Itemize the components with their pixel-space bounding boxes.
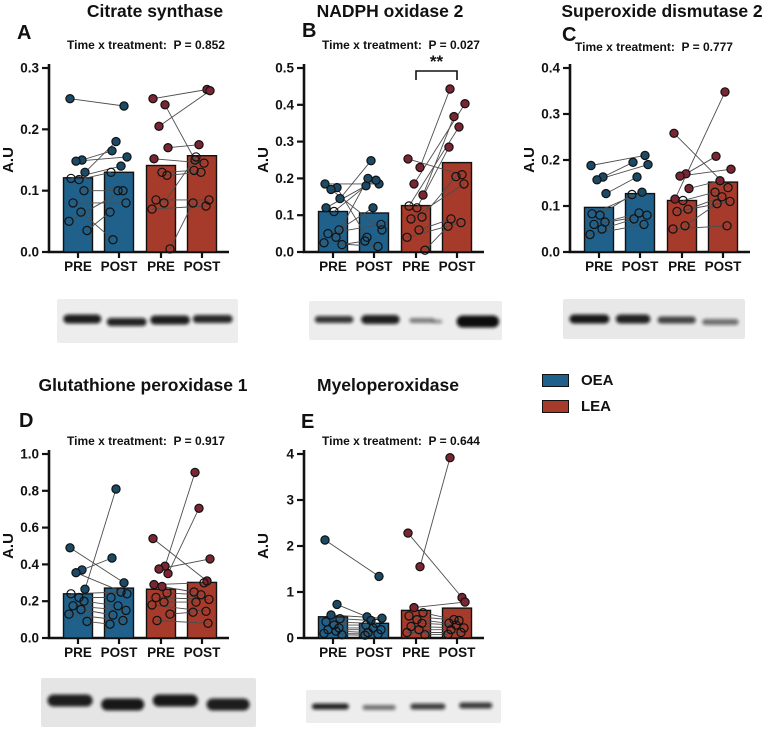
svg-text:POST: POST bbox=[184, 645, 222, 660]
svg-text:PRE: PRE bbox=[147, 645, 175, 660]
svg-text:0.8: 0.8 bbox=[20, 483, 39, 498]
svg-text:0.0: 0.0 bbox=[20, 631, 39, 646]
western-blot-glutathione-peroxidase bbox=[41, 678, 256, 727]
svg-text:A.U: A.U bbox=[255, 533, 272, 559]
svg-text:0.2: 0.2 bbox=[275, 171, 294, 186]
svg-text:0.2: 0.2 bbox=[20, 594, 39, 609]
svg-text:POST: POST bbox=[101, 259, 139, 274]
svg-text:**: ** bbox=[430, 52, 444, 71]
western-blot-nadph-oxidase-2 bbox=[309, 301, 502, 340]
panel-e-title: Myeloperoxidase bbox=[263, 375, 513, 396]
svg-text:0.0: 0.0 bbox=[275, 245, 294, 260]
svg-text:0.1: 0.1 bbox=[20, 183, 39, 198]
svg-text:0.3: 0.3 bbox=[275, 134, 294, 149]
svg-text:A.U: A.U bbox=[0, 533, 17, 559]
panel-c-title: Superoxide dismutase 2 bbox=[552, 1, 764, 22]
svg-text:0.6: 0.6 bbox=[20, 520, 39, 535]
svg-text:A.U: A.U bbox=[521, 147, 538, 173]
legend: OEA LEA bbox=[542, 372, 614, 415]
svg-text:POST: POST bbox=[184, 259, 222, 274]
svg-text:2: 2 bbox=[286, 539, 294, 554]
svg-text:0.1: 0.1 bbox=[275, 208, 294, 223]
svg-text:PRE: PRE bbox=[147, 259, 175, 274]
svg-text:A.U: A.U bbox=[255, 147, 272, 173]
panel-a-chart: 0.0 0.1 0.2 0.3 PRE POST PRE POST A.U bbox=[0, 47, 256, 285]
svg-text:PRE: PRE bbox=[319, 259, 347, 274]
panel-b-chart: 0.0 0.1 0.2 0.3 0.4 0.5 PRE POST PRE POST A.U ** bbox=[255, 47, 511, 285]
svg-text:POST: POST bbox=[356, 645, 394, 660]
svg-text:POST: POST bbox=[439, 645, 477, 660]
svg-text:0.5: 0.5 bbox=[275, 61, 294, 76]
svg-text:0.4: 0.4 bbox=[541, 61, 560, 76]
svg-text:4: 4 bbox=[286, 447, 294, 462]
panel-e-letter: E bbox=[301, 411, 314, 434]
svg-text:0.0: 0.0 bbox=[541, 245, 560, 260]
svg-text:3: 3 bbox=[286, 493, 294, 508]
svg-text:POST: POST bbox=[439, 259, 477, 274]
svg-text:POST: POST bbox=[101, 645, 139, 660]
svg-text:0.1: 0.1 bbox=[541, 199, 560, 214]
svg-text:0.3: 0.3 bbox=[20, 61, 39, 76]
lea-legend-label: LEA bbox=[581, 398, 611, 415]
svg-text:POST: POST bbox=[356, 259, 394, 274]
panel-a-title: Citrate synthase bbox=[30, 1, 280, 22]
svg-text:POST: POST bbox=[622, 259, 660, 274]
panel-b-title: NADPH oxidase 2 bbox=[265, 1, 515, 22]
svg-text:PRE: PRE bbox=[64, 645, 92, 660]
svg-text:PRE: PRE bbox=[402, 259, 430, 274]
western-blot-citrate-synthase bbox=[57, 299, 238, 343]
western-blot-myeloperoxidase bbox=[306, 690, 501, 723]
svg-text:POST: POST bbox=[705, 259, 743, 274]
svg-text:0.4: 0.4 bbox=[20, 557, 39, 572]
svg-text:PRE: PRE bbox=[668, 259, 696, 274]
svg-text:1.0: 1.0 bbox=[20, 447, 39, 462]
svg-text:0.4: 0.4 bbox=[275, 97, 294, 112]
panel-c-chart: 0.0 0.1 0.2 0.3 0.4 PRE POST PRE POST A.U bbox=[508, 47, 764, 285]
svg-text:PRE: PRE bbox=[64, 259, 92, 274]
svg-text:0.3: 0.3 bbox=[541, 107, 560, 122]
svg-text:0.2: 0.2 bbox=[20, 122, 39, 137]
panel-e-chart: 0 1 2 3 4 PRE POST PRE POST A.U bbox=[255, 433, 511, 671]
panel-d-title: Glutathione peroxidase 1 bbox=[18, 375, 268, 396]
svg-text:PRE: PRE bbox=[402, 645, 430, 660]
legend-item-lea: LEA bbox=[542, 398, 614, 415]
lea-color-swatch bbox=[542, 400, 569, 413]
svg-text:0.2: 0.2 bbox=[541, 153, 560, 168]
svg-text:PRE: PRE bbox=[585, 259, 613, 274]
panel-d-chart: 0.0 0.2 0.4 0.6 0.8 1.0 PRE POST PRE POST A.U bbox=[0, 433, 256, 671]
panel-a-letter: A bbox=[17, 22, 31, 45]
oea-color-swatch bbox=[542, 374, 569, 387]
western-blot-superoxide-dismutase-2 bbox=[563, 299, 745, 339]
svg-text:0: 0 bbox=[286, 631, 294, 646]
panel-d-letter: D bbox=[19, 410, 33, 433]
svg-text:0.0: 0.0 bbox=[20, 245, 39, 260]
svg-text:A.U: A.U bbox=[0, 147, 17, 173]
svg-text:1: 1 bbox=[286, 585, 294, 600]
svg-text:PRE: PRE bbox=[319, 645, 347, 660]
oea-legend-label: OEA bbox=[581, 372, 614, 389]
legend-item-oea: OEA bbox=[542, 372, 614, 389]
